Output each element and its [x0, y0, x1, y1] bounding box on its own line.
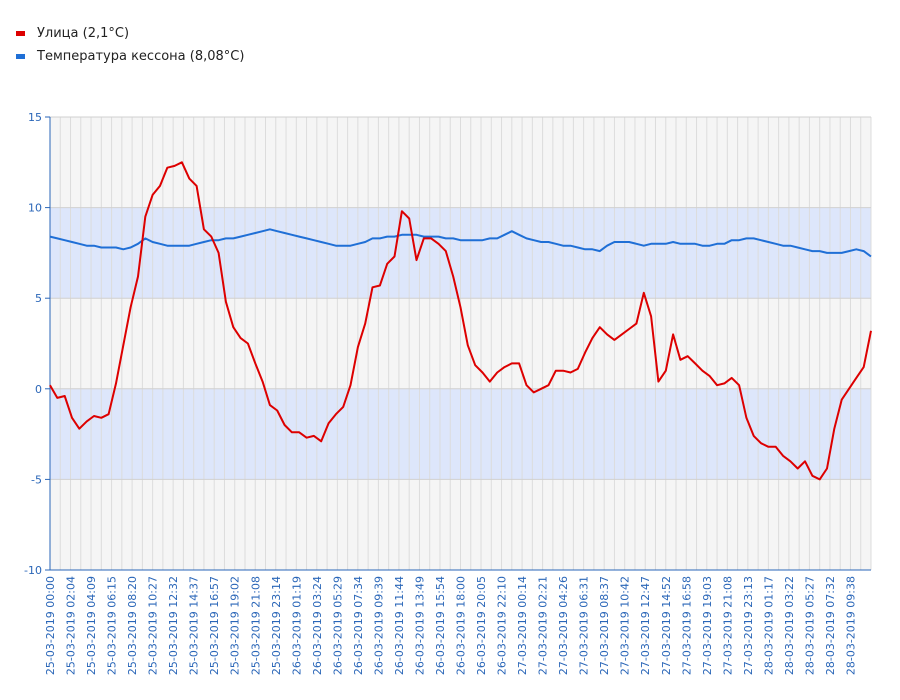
x-tick-label: 28-03-2019 05:27 — [803, 576, 816, 675]
x-tick-label: 27-03-2019 21:08 — [721, 576, 734, 675]
x-tick-label: 28-03-2019 03:22 — [783, 576, 796, 675]
x-tick-label: 26-03-2019 18:00 — [455, 576, 468, 675]
x-tick-label: 27-03-2019 08:37 — [598, 576, 611, 675]
y-tick-labels: 15 10 5 0 -5 -10 — [24, 111, 42, 577]
x-tick-label: 27-03-2019 12:47 — [639, 576, 652, 675]
legend: Улица (2,1°C) Температура кессона (8,08°… — [16, 22, 244, 68]
x-tick-label: 27-03-2019 00:14 — [516, 576, 529, 675]
x-tick-label: 25-03-2019 16:57 — [208, 576, 221, 675]
x-tick-label: 25-03-2019 08:20 — [126, 576, 139, 675]
x-tick-label: 26-03-2019 03:24 — [311, 576, 324, 675]
x-tick-label: 27-03-2019 02:21 — [537, 576, 550, 675]
x-tick-label: 28-03-2019 09:38 — [844, 576, 857, 675]
series-line-1 — [49, 228, 872, 258]
y-tick-label: -5 — [31, 473, 42, 486]
x-tick-label: 27-03-2019 10:42 — [619, 576, 632, 675]
y-tick-label: 10 — [28, 202, 42, 215]
series-lines — [49, 161, 872, 481]
y-tick-label: 15 — [28, 111, 42, 124]
x-tick-label: 25-03-2019 12:32 — [167, 576, 180, 675]
legend-label-caisson: Температура кессона (8,08°C) — [37, 49, 245, 64]
legend-item-caisson[interactable]: Температура кессона (8,08°C) — [16, 45, 244, 68]
x-tick-label: 26-03-2019 11:44 — [393, 576, 406, 675]
x-tick-label: 25-03-2019 19:02 — [229, 576, 242, 675]
legend-swatch-street — [16, 31, 25, 36]
vertical-gridlines — [49, 117, 872, 570]
legend-swatch-caisson — [16, 54, 25, 59]
legend-label-street: Улица (2,1°C) — [37, 26, 130, 41]
series-line-0 — [49, 161, 872, 481]
x-tick-label: 26-03-2019 09:39 — [372, 576, 385, 675]
x-tick-label: 25-03-2019 21:08 — [249, 576, 262, 675]
x-tick-label: 26-03-2019 01:19 — [290, 576, 303, 675]
x-tick-label: 27-03-2019 04:26 — [557, 576, 570, 675]
x-tick-label: 27-03-2019 19:03 — [701, 576, 714, 675]
x-tick-label: 25-03-2019 23:14 — [270, 576, 283, 675]
x-tick-label: 27-03-2019 16:58 — [680, 576, 693, 675]
y-tick-label: 0 — [35, 383, 42, 396]
x-tick-label: 26-03-2019 05:29 — [331, 576, 344, 675]
x-tick-label: 26-03-2019 22:10 — [496, 576, 509, 675]
x-tick-label: 25-03-2019 02:04 — [65, 576, 78, 675]
axes — [49, 117, 871, 571]
legend-item-street[interactable]: Улица (2,1°C) — [16, 22, 244, 45]
x-tick-label: 28-03-2019 07:32 — [824, 576, 837, 675]
x-tick-label: 27-03-2019 14:52 — [660, 576, 673, 675]
x-tick-label: 25-03-2019 10:27 — [147, 576, 160, 675]
x-tick-label: 25-03-2019 06:15 — [106, 576, 119, 675]
x-tick-label: 27-03-2019 23:13 — [742, 576, 755, 675]
x-tick-labels: 25-03-2019 00:00 25-03-2019 02:04 25-03-20… — [44, 576, 857, 675]
x-tick-label: 28-03-2019 01:17 — [762, 576, 775, 675]
x-tick-label: 26-03-2019 13:49 — [413, 576, 426, 675]
x-tick-label: 25-03-2019 14:37 — [188, 576, 201, 675]
x-tick-label: 26-03-2019 07:34 — [352, 576, 365, 675]
x-tick-label: 26-03-2019 20:05 — [475, 576, 488, 675]
y-tick-label: -10 — [24, 564, 42, 577]
x-tick-label: 25-03-2019 04:09 — [85, 576, 98, 675]
x-tick-label: 26-03-2019 15:54 — [434, 576, 447, 675]
x-tick-label: 27-03-2019 06:31 — [578, 576, 591, 675]
x-tick-label: 25-03-2019 00:00 — [44, 576, 57, 675]
y-tick-label: 5 — [35, 292, 42, 305]
